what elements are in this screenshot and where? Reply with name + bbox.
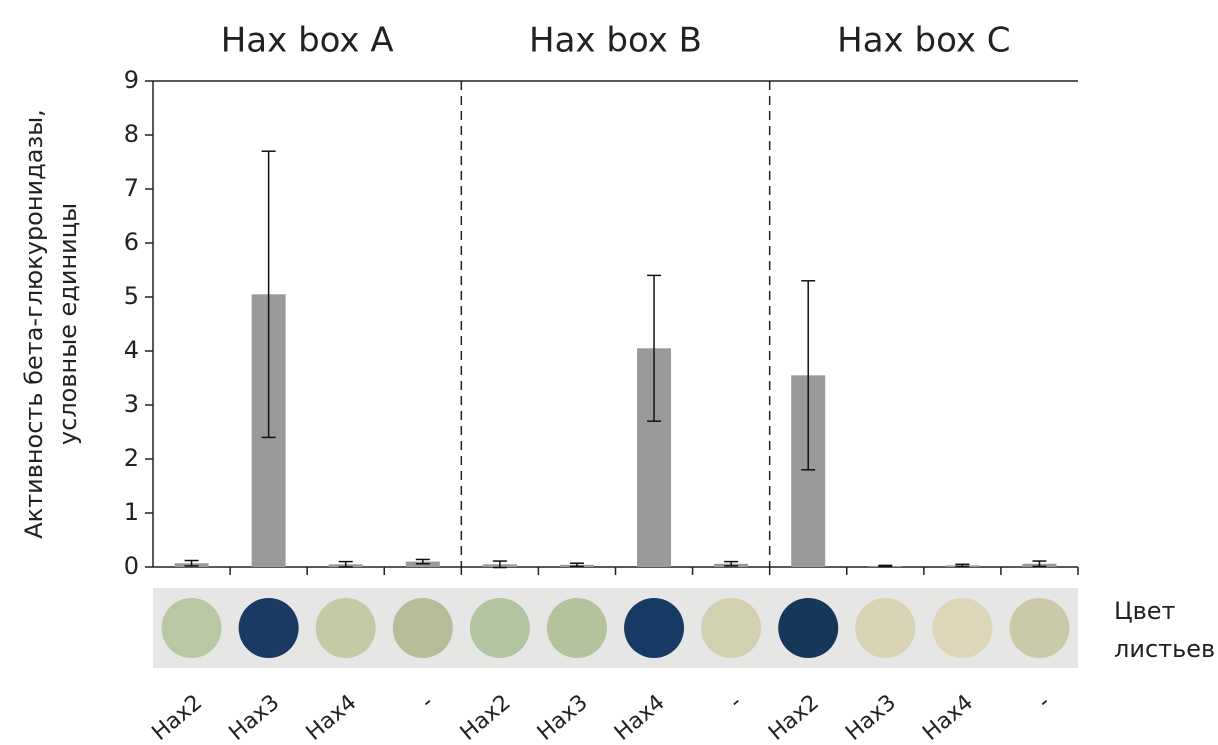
x-tick-label: Hax4 bbox=[610, 690, 670, 745]
x-tick-label: Hax3 bbox=[225, 690, 285, 745]
x-tick-label: - bbox=[416, 690, 438, 714]
x-tick-label: Hax4 bbox=[302, 690, 362, 745]
x-tick-label: Hax3 bbox=[841, 690, 901, 745]
leaf-strip bbox=[153, 588, 1078, 668]
leaf-disc bbox=[238, 598, 299, 658]
group-title: Hax box B bbox=[529, 21, 702, 61]
group-title: Hax box A bbox=[221, 21, 394, 61]
y-tick-label: 1 bbox=[124, 498, 139, 526]
y-tick-label: 0 bbox=[124, 552, 139, 580]
x-tick-label: Hax3 bbox=[533, 690, 593, 745]
leaf-disc bbox=[315, 598, 376, 658]
y-tick-label: 6 bbox=[124, 228, 139, 256]
y-tick-label: 7 bbox=[124, 174, 139, 202]
leaf-disc bbox=[701, 598, 762, 658]
x-tick-label: - bbox=[725, 690, 747, 714]
y-tick-label: 5 bbox=[124, 282, 139, 310]
x-tick-label: - bbox=[1033, 690, 1055, 714]
leaf-disc bbox=[392, 598, 453, 658]
x-tick-label: Hax2 bbox=[456, 690, 516, 745]
leaf-disc bbox=[546, 598, 607, 658]
leaf-disc bbox=[1009, 598, 1070, 658]
leaf-disc bbox=[469, 598, 530, 658]
group-title: Hax box C bbox=[837, 21, 1010, 61]
leaf-disc bbox=[624, 598, 685, 658]
x-tick-label: Hax2 bbox=[764, 690, 824, 745]
side-label: Цвет bbox=[1114, 597, 1176, 625]
leaf-disc bbox=[161, 598, 222, 658]
y-tick-label: 3 bbox=[124, 390, 139, 418]
y-axis-label: Активность бета-глюкуронидазы, bbox=[20, 109, 48, 539]
side-label: листьев bbox=[1114, 635, 1215, 663]
y-tick-label: 2 bbox=[124, 444, 139, 472]
leaf-disc bbox=[855, 598, 916, 658]
leaf-disc bbox=[932, 598, 993, 658]
x-tick-label: Hax4 bbox=[918, 690, 978, 745]
y-axis-label: условные единицы bbox=[54, 203, 82, 445]
y-tick-label: 9 bbox=[124, 66, 139, 94]
y-tick-label: 8 bbox=[124, 120, 139, 148]
leaf-disc bbox=[778, 598, 839, 658]
x-tick-label: Hax2 bbox=[147, 690, 207, 745]
y-tick-label: 4 bbox=[124, 336, 139, 364]
